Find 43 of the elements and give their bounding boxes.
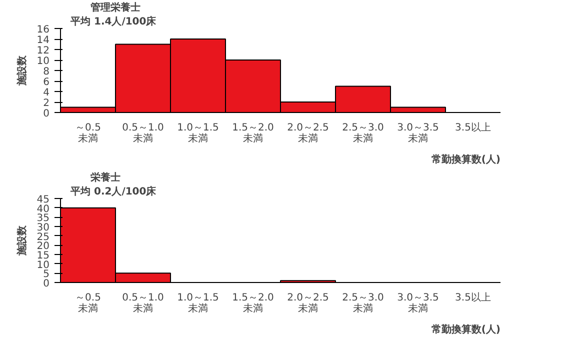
x-tick-label: 3.0～3.5未満 (397, 122, 439, 144)
x-tick-label: 1.5～2.0未満 (232, 122, 274, 144)
y-tick-label: 14 (36, 35, 50, 46)
y-tick-label: 5 (43, 269, 50, 280)
y-axis-title: 施設数 (16, 224, 28, 256)
y-tick-label: 0 (43, 108, 50, 120)
x-tick-label: 3.0～3.5未満 (397, 292, 439, 314)
x-tick-label: 1.0～1.5未満 (177, 122, 219, 144)
y-tick-label: 30 (36, 222, 50, 234)
y-tick-label: 45 (36, 194, 50, 206)
x-tick-label: ～0.5未満 (75, 292, 101, 314)
x-axis-title: 常勤換算数(人) (431, 324, 500, 336)
y-tick-label: 16 (36, 24, 50, 36)
x-tick-label: 1.0～1.5未満 (177, 292, 219, 314)
y-tick-label: 25 (36, 232, 50, 243)
y-tick-label: 4 (43, 88, 50, 98)
y-axis-title: 施設数 (16, 54, 28, 86)
chart-title: 栄養士 (90, 172, 120, 184)
x-axis-title: 常勤換算数(人) (431, 154, 500, 166)
x-tick-label: 0.5～1.0未満 (122, 292, 164, 314)
y-tick-label: 6 (43, 77, 50, 88)
chart-subtitle: 平均 1.4人/100床 (70, 16, 158, 28)
chart-title: 管理栄養士 (90, 2, 140, 14)
y-tick-label: 8 (43, 66, 50, 78)
y-tick-label: 2 (43, 98, 50, 109)
y-tick-label: 20 (36, 241, 50, 252)
x-tick-label: 2.0～2.5未満 (287, 292, 329, 314)
y-tick-label: 40 (36, 204, 50, 215)
x-tick-label: 3.5以上 (455, 122, 491, 134)
x-tick-label: 2.5～3.0未満 (342, 292, 384, 314)
y-tick-label: 35 (36, 213, 50, 224)
x-tick-label: 1.5～2.0未満 (232, 292, 274, 314)
x-tick-label: ～0.5未満 (75, 122, 101, 144)
y-tick-label: 15 (36, 250, 50, 262)
y-tick-label: 10 (36, 56, 50, 67)
x-tick-label: 3.5以上 (455, 292, 491, 304)
chart-subtitle: 平均 0.2人/100床 (70, 186, 158, 198)
y-tick-label: 12 (36, 46, 50, 56)
x-tick-label: 2.5～3.0未満 (342, 122, 384, 144)
x-tick-label: 2.0～2.5未満 (287, 122, 329, 144)
y-tick-label: 10 (36, 260, 50, 271)
y-tick-label: 0 (43, 278, 50, 290)
x-tick-label: 0.5～1.0未満 (122, 122, 164, 144)
